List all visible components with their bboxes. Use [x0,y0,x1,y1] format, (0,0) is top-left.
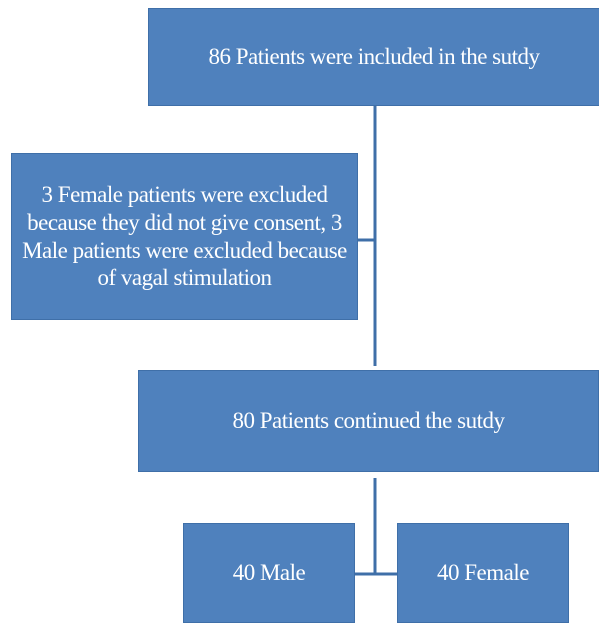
node: 3 Female patients were excluded because … [11,153,358,320]
node: 86 Patients were included in the sutdy [148,8,599,106]
node: 80 Patients continued the sutdy [138,370,599,472]
node: 40 Female [397,523,569,623]
node: 40 Male [183,523,355,623]
